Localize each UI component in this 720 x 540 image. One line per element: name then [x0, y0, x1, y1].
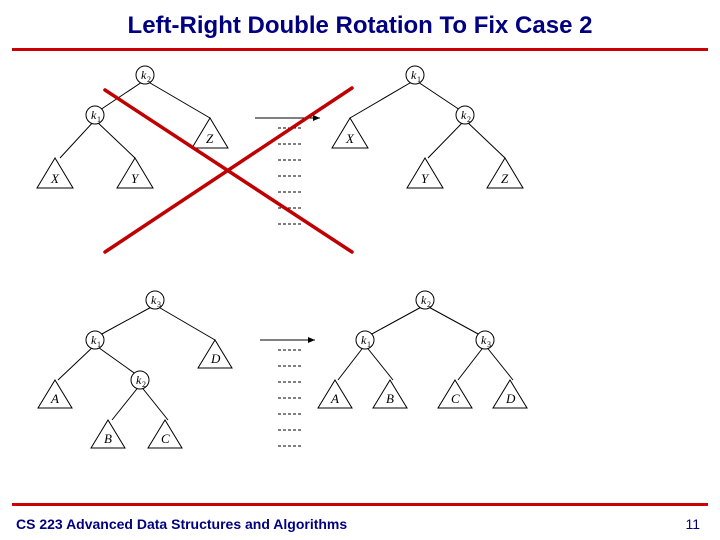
diagram-canvas: ZXYk2k1XYZk1k2DABCk3k1k2ABCDk2k1k3 — [0, 0, 720, 540]
svg-text:Z: Z — [206, 131, 214, 146]
svg-text:X: X — [50, 171, 60, 186]
svg-text:2: 2 — [467, 115, 471, 124]
svg-text:C: C — [451, 391, 460, 406]
svg-text:1: 1 — [97, 115, 101, 124]
svg-text:B: B — [104, 431, 112, 446]
svg-text:Z: Z — [501, 171, 509, 186]
svg-text:X: X — [345, 131, 355, 146]
svg-text:A: A — [330, 391, 339, 406]
svg-text:C: C — [161, 431, 170, 446]
svg-text:1: 1 — [417, 75, 421, 84]
svg-text:A: A — [50, 391, 59, 406]
svg-text:1: 1 — [97, 340, 101, 349]
svg-text:3: 3 — [487, 340, 491, 349]
svg-text:2: 2 — [147, 75, 151, 84]
svg-text:B: B — [386, 391, 394, 406]
svg-text:D: D — [210, 351, 221, 366]
svg-text:2: 2 — [142, 380, 146, 389]
svg-text:3: 3 — [157, 300, 161, 309]
svg-text:D: D — [505, 391, 516, 406]
svg-text:1: 1 — [367, 340, 371, 349]
page-number: 11 — [685, 516, 700, 532]
footer-rule — [12, 503, 708, 506]
footer-text: CS 223 Advanced Data Structures and Algo… — [16, 516, 347, 532]
svg-text:2: 2 — [427, 300, 431, 309]
